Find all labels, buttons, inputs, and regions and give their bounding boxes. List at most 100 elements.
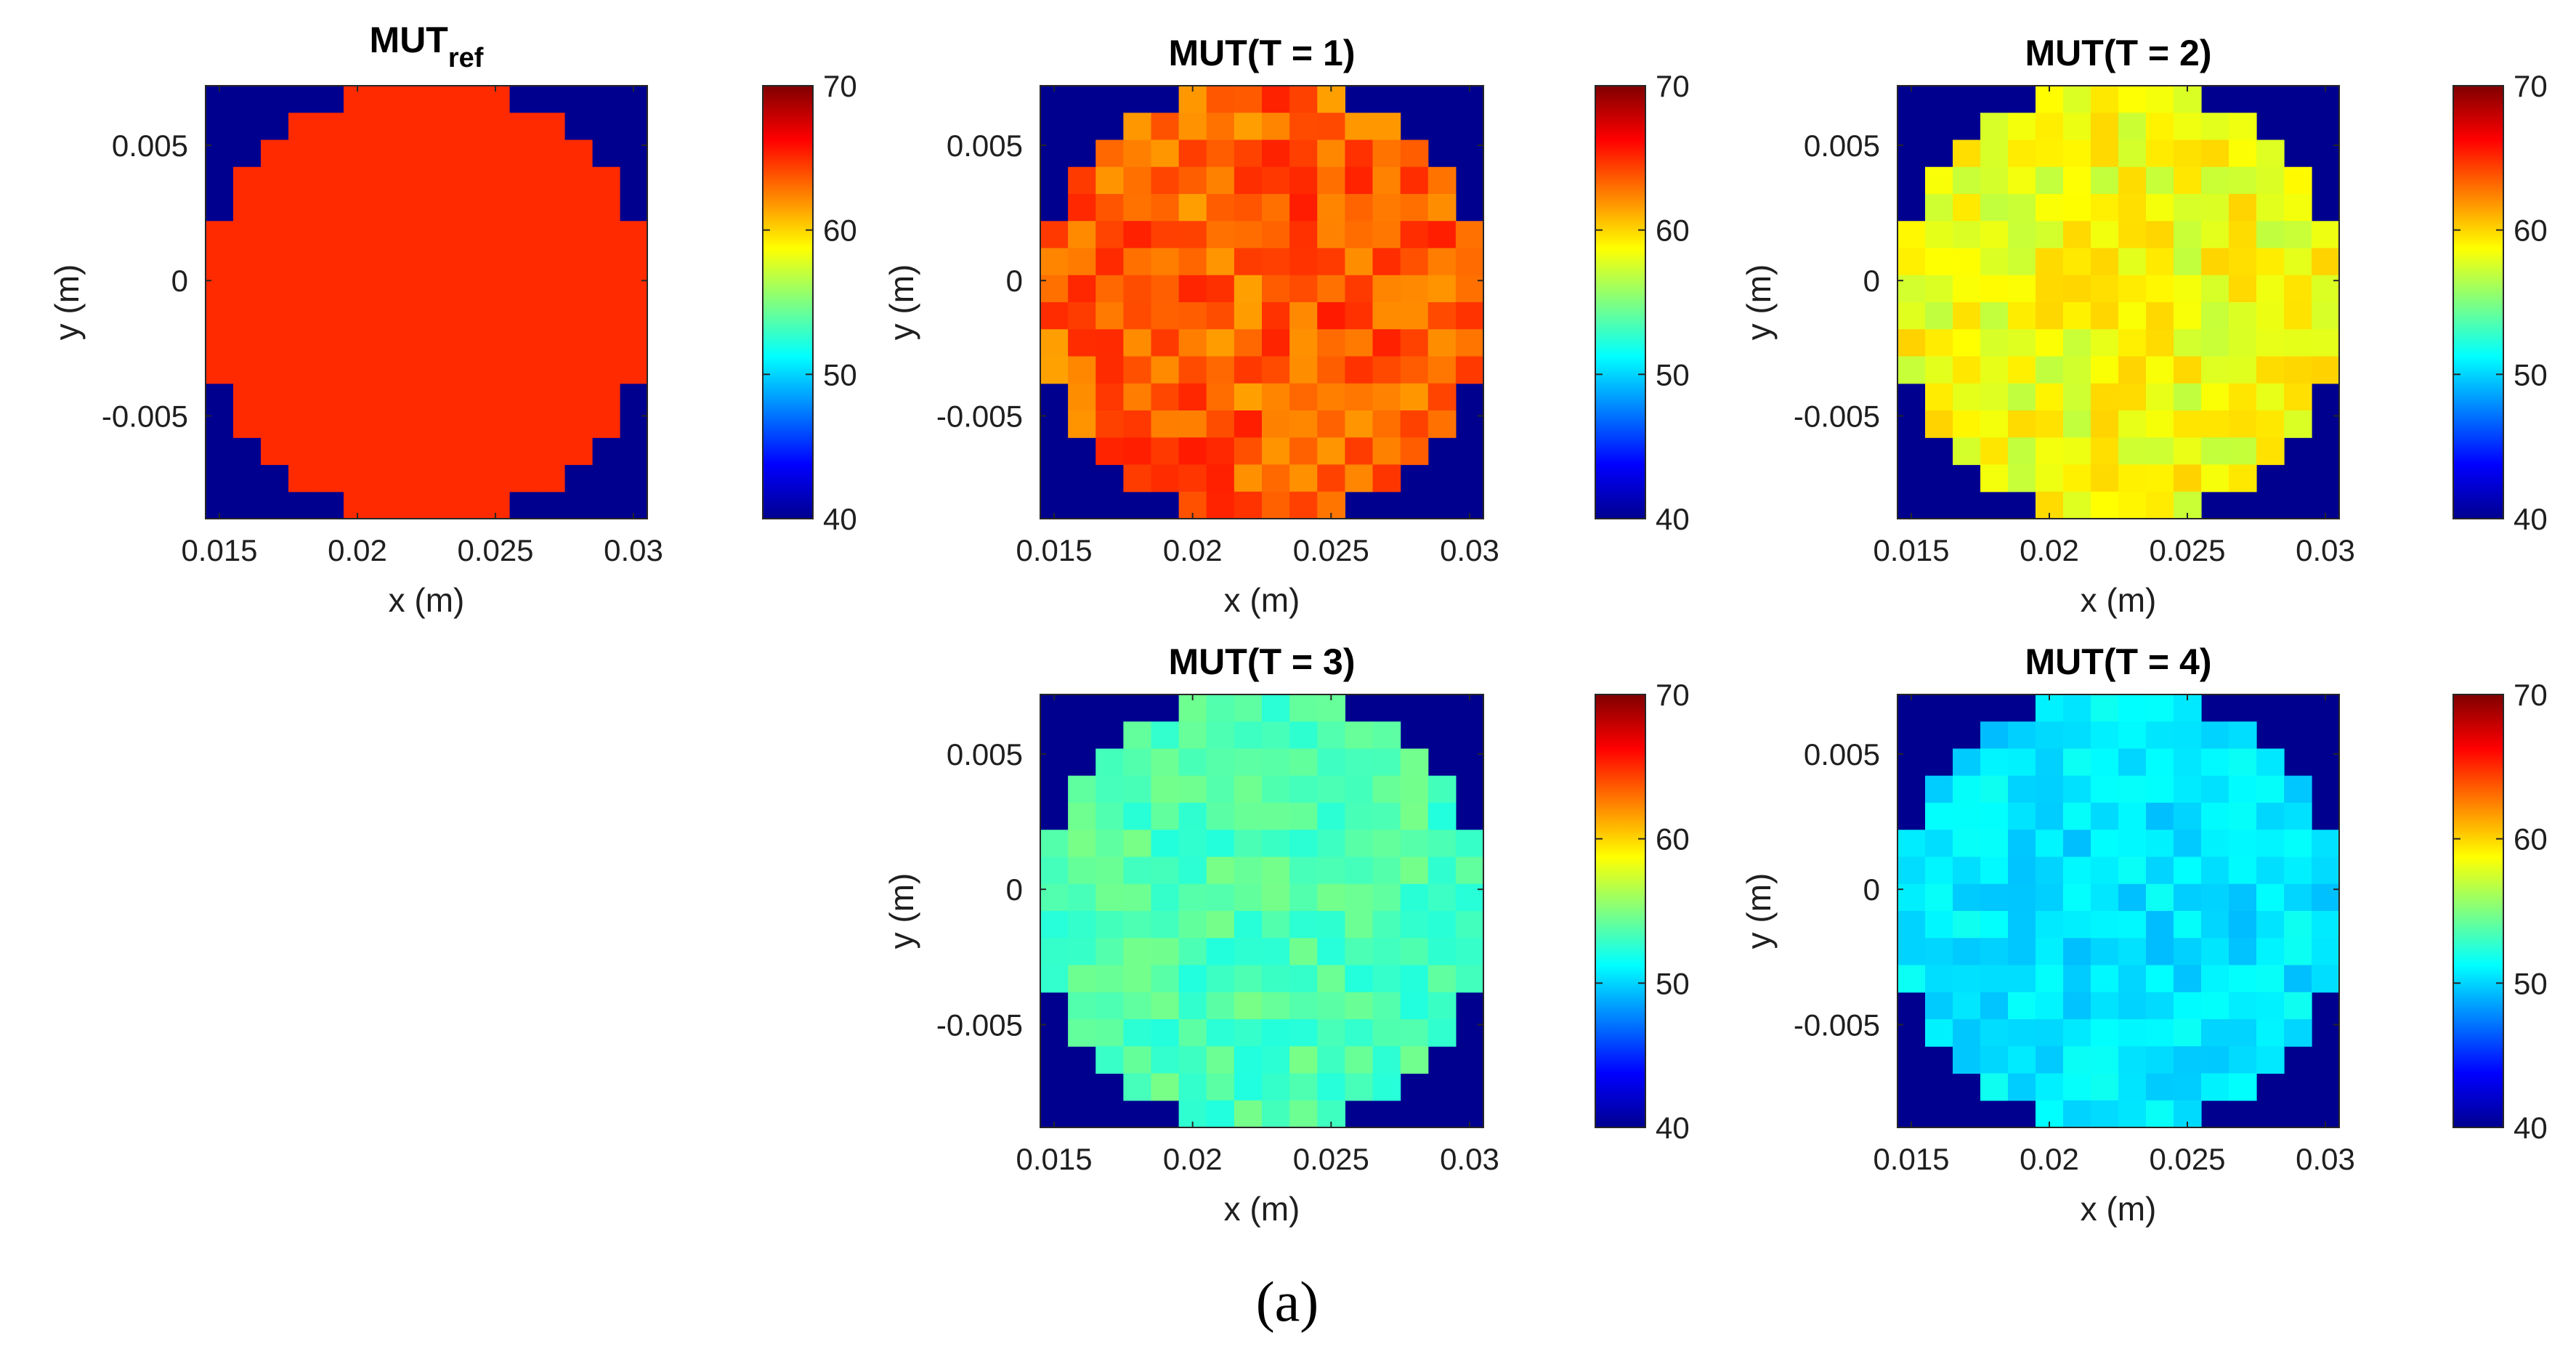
heatmap-cell — [2118, 113, 2147, 141]
y-tick-label: 0 — [1006, 264, 1023, 298]
colorbar: 40 50 60 70 — [1595, 678, 1690, 1145]
heatmap-cell — [2091, 1100, 2119, 1128]
heatmap-cell — [1400, 221, 1429, 249]
heatmap-cell — [537, 437, 565, 466]
heatmap-cell — [1178, 775, 1207, 803]
heatmap-cell — [1123, 1019, 1152, 1047]
heatmap-cell — [2229, 166, 2257, 195]
heatmap-cell — [2174, 302, 2202, 330]
heatmap-cell — [1372, 275, 1401, 303]
heatmap-cell — [1427, 221, 1457, 249]
colorbar-tick-label: 60 — [1656, 214, 1690, 248]
heatmap-cell — [1178, 965, 1207, 993]
heatmap-cell — [1234, 938, 1263, 966]
heatmap-cell — [1262, 911, 1290, 939]
heatmap-cell — [1206, 938, 1235, 966]
heatmap-cell — [1980, 1019, 2009, 1047]
heatmap-cell — [1455, 221, 1484, 249]
heatmap-cell — [2036, 166, 2064, 195]
x-tick-label: 0.025 — [457, 533, 533, 567]
heatmap-cell — [2229, 248, 2257, 276]
heatmap-cell — [1317, 1019, 1345, 1047]
heatmap-cell — [261, 437, 289, 466]
heatmap-cell — [1068, 248, 1096, 276]
heatmap-cell — [620, 248, 648, 276]
heatmap-cell — [426, 302, 455, 330]
heatmap-cell — [509, 383, 538, 411]
heatmap-cell — [1427, 938, 1457, 966]
heatmap-cell — [1980, 775, 2009, 803]
heatmap-cell — [592, 329, 620, 357]
heatmap-cell — [426, 410, 455, 438]
heatmap-cell — [2036, 1046, 2064, 1074]
heatmap-cell — [316, 194, 344, 222]
heatmap-cell — [454, 302, 482, 330]
heatmap-cell — [2146, 803, 2174, 830]
heatmap-cell — [2063, 1073, 2091, 1101]
heatmap-cell — [1980, 992, 2009, 1020]
heatmap-cell — [344, 329, 372, 357]
colorbar-tick-label: 40 — [823, 502, 857, 536]
heatmap-cell — [1206, 1046, 1235, 1074]
heatmap-cell — [1317, 748, 1345, 777]
heatmap-cell — [2256, 248, 2285, 276]
heatmap-cell — [2229, 803, 2257, 830]
heatmap-cell — [2174, 965, 2202, 993]
heatmap-cell — [371, 356, 400, 384]
heatmap-cell — [426, 491, 455, 519]
heatmap-cell — [1372, 437, 1401, 466]
heatmap-cell — [2174, 830, 2202, 858]
heatmap-cell — [2174, 329, 2202, 357]
heatmap-cell — [2063, 166, 2091, 195]
heatmap-cell — [2146, 139, 2174, 168]
heatmap-cell — [454, 113, 482, 141]
heatmap-cell — [2312, 275, 2340, 303]
colorbar-tick-label: 60 — [2514, 822, 2548, 856]
heatmap-cell — [2256, 830, 2285, 858]
heatmap-cell — [1262, 694, 1290, 722]
heatmap-cell — [537, 329, 565, 357]
heatmap-cell — [1040, 965, 1069, 993]
heatmap-cell — [1178, 883, 1207, 912]
heatmap-cell — [399, 139, 427, 168]
heatmap-cell — [1234, 329, 1263, 357]
heatmap-cell — [2036, 275, 2064, 303]
heatmap-cell — [1068, 302, 1096, 330]
heatmap-cell — [454, 437, 482, 466]
heatmap-cell — [1123, 883, 1152, 912]
heatmap-cell — [620, 275, 648, 303]
heatmap-cell — [2118, 856, 2147, 885]
heatmap-cell — [2229, 830, 2257, 858]
heatmap-cell — [2008, 275, 2036, 303]
heatmap-cell — [1400, 775, 1429, 803]
heatmap-cell — [288, 410, 317, 438]
heatmap-cell — [1427, 356, 1457, 384]
heatmap-cell — [1289, 1046, 1318, 1074]
axes-box — [1897, 85, 2340, 519]
heatmap-cell — [537, 302, 565, 330]
heatmap-cell — [1289, 302, 1318, 330]
heatmap-cell — [1151, 992, 1180, 1020]
colorbar: 40 50 60 70 — [1595, 69, 1690, 536]
heatmap-cell — [2256, 410, 2285, 438]
x-tick-label: 0.03 — [2296, 533, 2355, 567]
heatmap-cell — [2201, 748, 2229, 777]
heatmap-cell — [2118, 139, 2147, 168]
heatmap-cell — [2146, 1046, 2174, 1074]
heatmap-cell — [206, 302, 234, 330]
heatmap-cell — [454, 275, 482, 303]
heatmap-cell — [1953, 410, 1981, 438]
heatmap-cell — [1206, 194, 1235, 222]
heatmap-cell — [1123, 302, 1152, 330]
heatmap-cell — [399, 302, 427, 330]
heatmap-cell — [371, 248, 400, 276]
heatmap-cell — [1123, 748, 1152, 777]
heatmap-cell — [2284, 883, 2312, 912]
heatmap-cell — [592, 302, 620, 330]
heatmap-cell — [2118, 1100, 2147, 1128]
heatmap-cell — [482, 275, 510, 303]
heatmap-cell — [233, 356, 262, 384]
heatmap-cell — [1317, 830, 1345, 858]
x-tick-label: 0.03 — [2296, 1142, 2355, 1176]
heatmap-cell — [1345, 992, 1374, 1020]
